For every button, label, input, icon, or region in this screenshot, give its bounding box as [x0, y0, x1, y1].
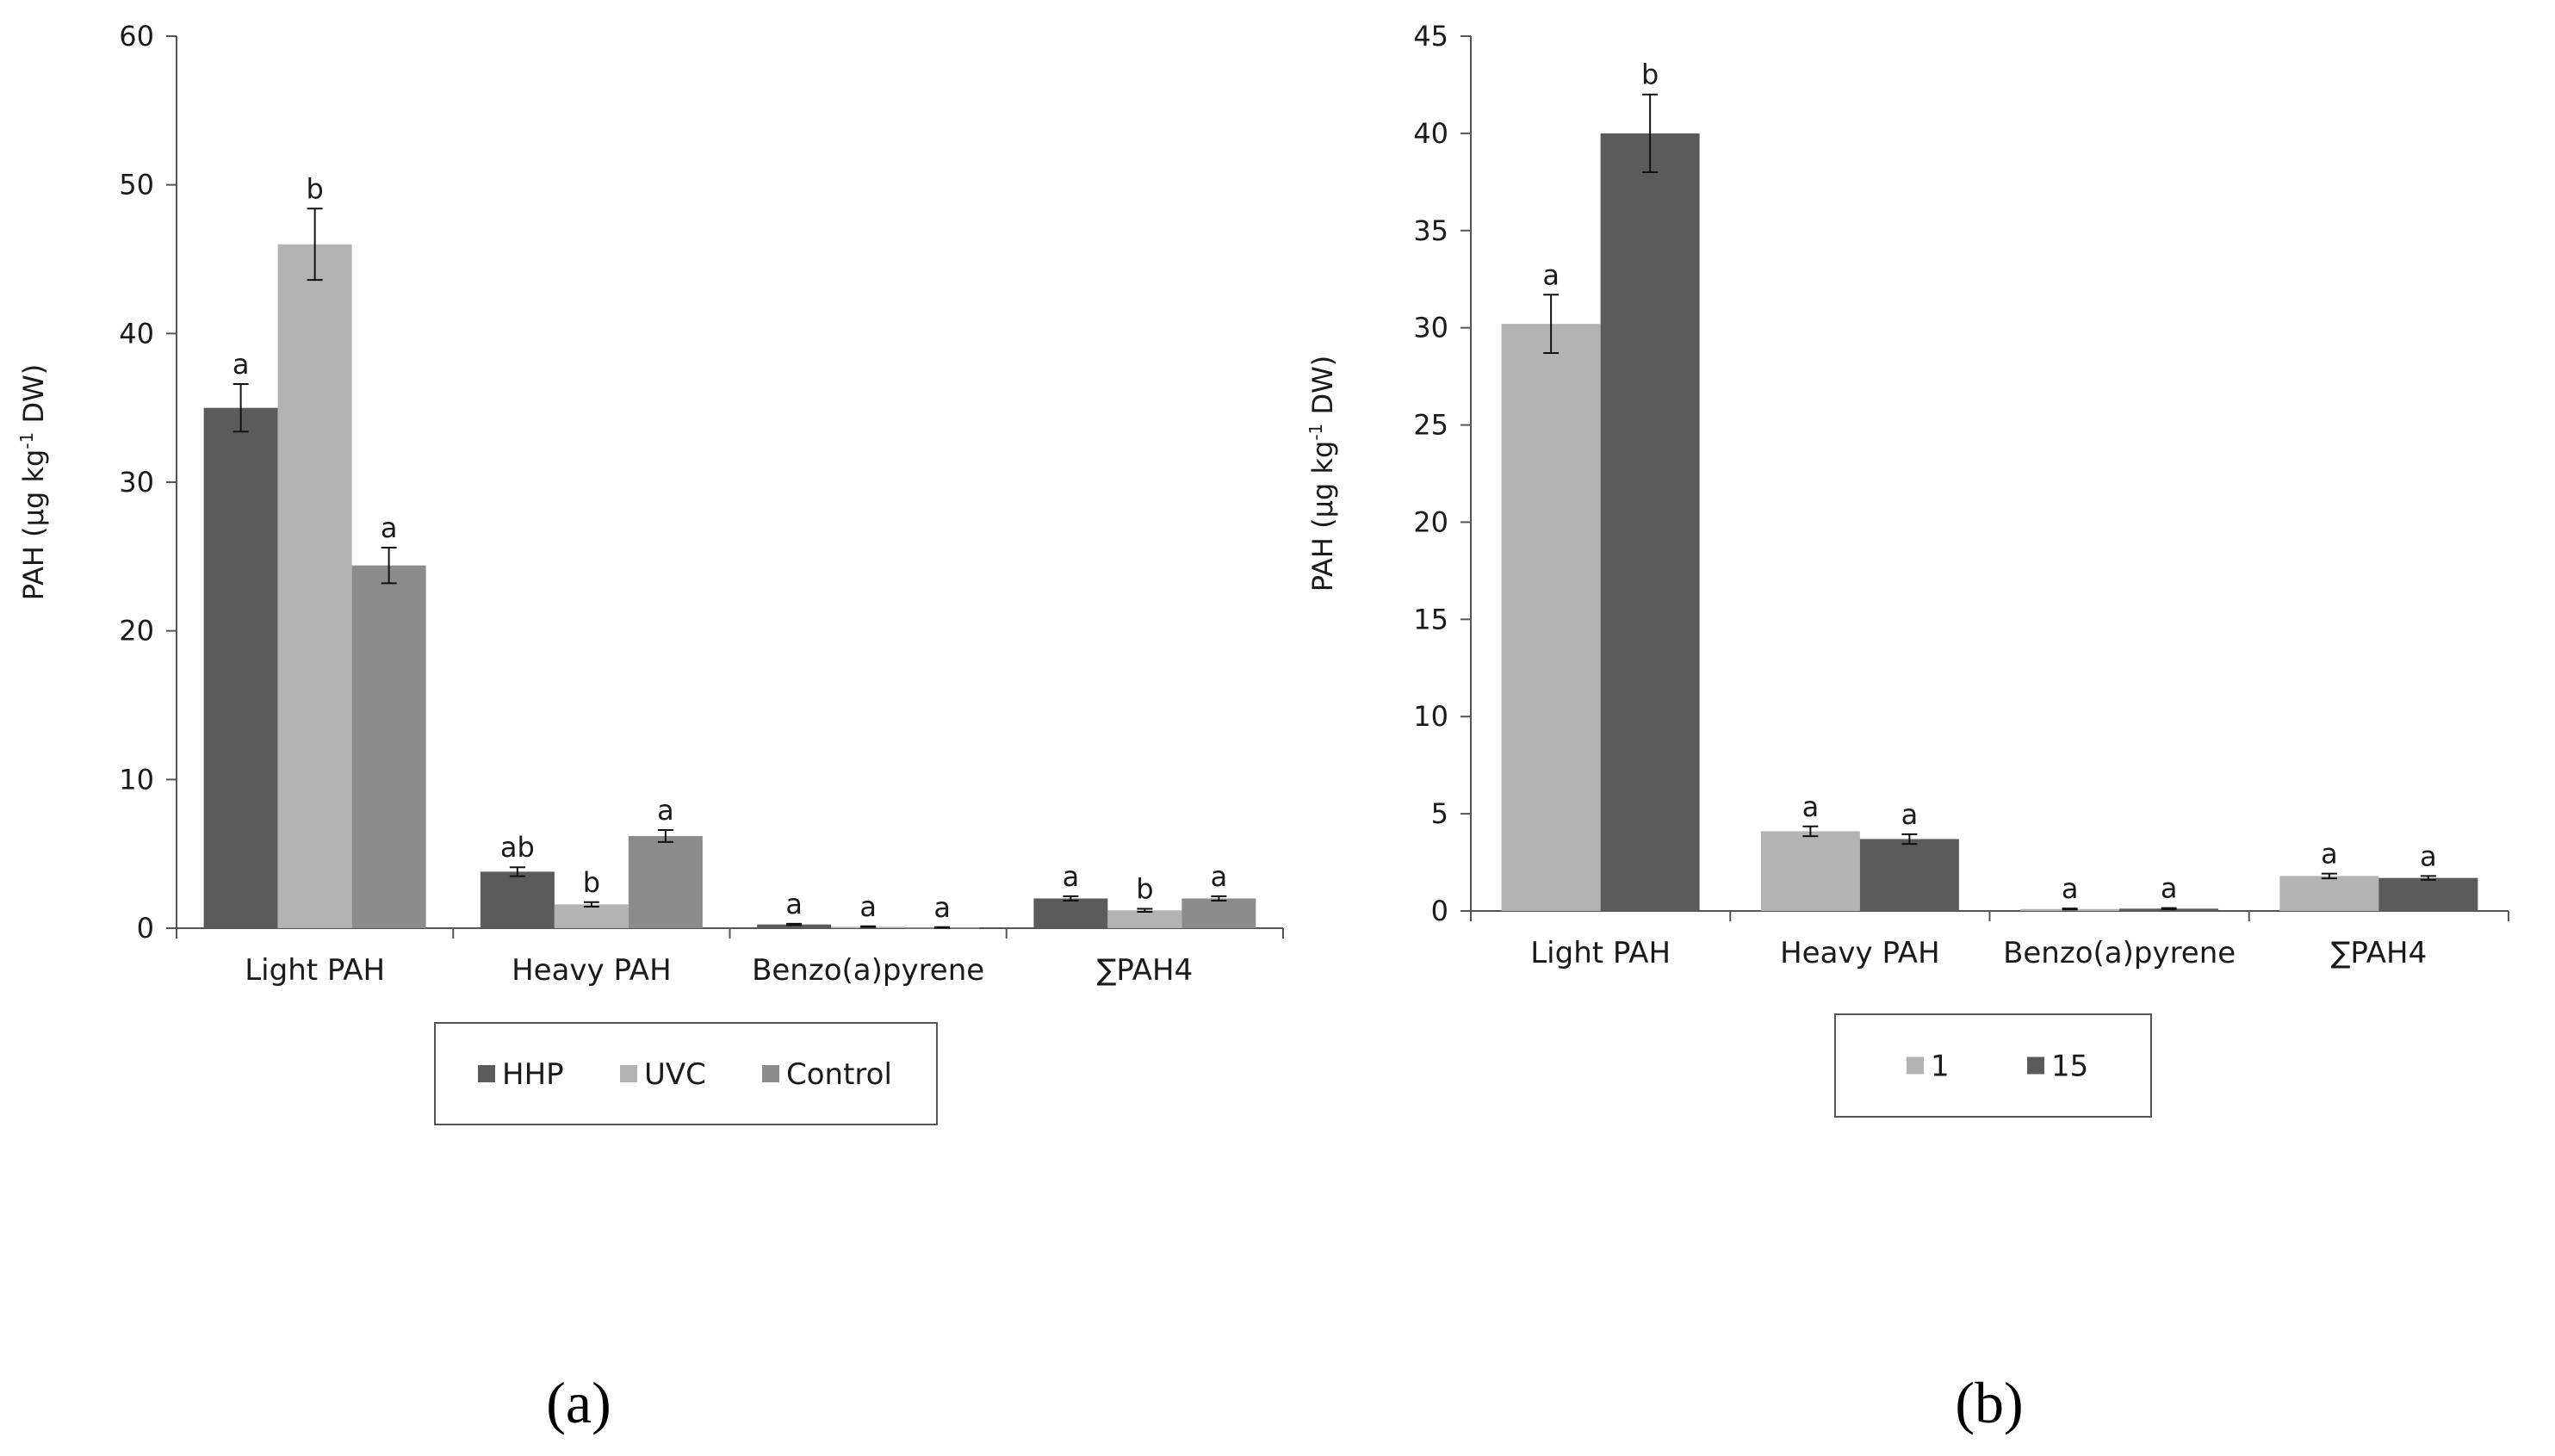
legend-label: UVC [644, 1057, 706, 1092]
legend-swatch-hhp [478, 1065, 495, 1082]
y-axis-title: PAH (µg kg-1 DW) [16, 364, 50, 600]
significance-letter: a [657, 794, 674, 827]
significance-letter: b [1136, 873, 1153, 906]
x-tick-label: ∑PAH4 [1097, 953, 1194, 988]
bar-control [628, 835, 703, 928]
bar-uvc [277, 244, 352, 928]
bar-control [1181, 898, 1256, 928]
legend-label: HHP [502, 1057, 564, 1092]
x-tick-label: Benzo(a)pyrene [752, 953, 984, 988]
legend-label: 1 [1931, 1050, 1950, 1084]
significance-letter: a [859, 890, 877, 923]
bar-15 [2378, 877, 2478, 911]
y-tick-label: 35 [1413, 214, 1448, 247]
x-tick-label: Light PAH [245, 953, 385, 988]
panel-label: (b) [1955, 1370, 2023, 1435]
y-tick-label: 10 [1413, 700, 1448, 733]
y-tick-label: 20 [119, 615, 154, 647]
bar-15 [1600, 133, 1700, 911]
significance-letter: a [233, 348, 250, 381]
significance-letter: a [1542, 258, 1560, 291]
y-tick-label: 0 [1431, 895, 1448, 927]
significance-letter: b [306, 172, 323, 205]
significance-letter: a [2420, 840, 2437, 872]
chart-panel-b: 0 5 10 15 20 25 30 35 40 45 Light PAH Heavy PAH Benz… [1305, 20, 2509, 1435]
chart-panel-a: 0 10 20 30 40 50 60 Light PAH Heavy PAH Benzo(a)p… [16, 20, 1284, 1435]
significance-letter: b [583, 866, 600, 899]
y-tick-label: 5 [1431, 797, 1448, 830]
x-tick-label: ∑PAH4 [2331, 936, 2428, 970]
y-tick-label: 0 [137, 912, 154, 945]
bar-uvc [554, 904, 629, 928]
bar-hhp [480, 871, 555, 928]
significance-letter: a [2321, 838, 2338, 871]
bar-hhp [757, 924, 832, 928]
significance-letter: a [1802, 790, 1820, 823]
bar-1 [1760, 831, 1860, 911]
y-tick-label: 15 [1413, 603, 1448, 635]
bar-15 [1859, 839, 1959, 911]
x-tick-label: Light PAH [1530, 936, 1671, 970]
legend-label: Control [786, 1057, 892, 1092]
bar-1 [2279, 876, 2379, 911]
y-tick-label: 30 [119, 466, 154, 499]
legend-label: 15 [2051, 1050, 2088, 1084]
legend-box [1834, 1013, 2152, 1118]
y-tick-label: 40 [1413, 117, 1448, 150]
significance-letter: a [381, 511, 398, 544]
significance-letter: a [1063, 860, 1080, 893]
bar-control [351, 565, 426, 928]
y-tick-label: 40 [119, 317, 154, 350]
x-tick-label: Benzo(a)pyrene [2003, 936, 2236, 970]
bar-uvc [1107, 910, 1182, 928]
y-axis-title: PAH (µg kg-1 DW) [1305, 356, 1339, 592]
y-tick-label: 25 [1413, 409, 1448, 442]
significance-letter: ab [500, 831, 535, 864]
significance-letter: a [1901, 798, 1919, 831]
legend-swatch-15 [2027, 1056, 2044, 1075]
y-tick-label: 60 [119, 20, 154, 53]
legend-swatch-uvc [620, 1065, 637, 1082]
significance-letter: b [1641, 59, 1659, 91]
y-tick-label: 45 [1413, 20, 1448, 53]
significance-letter: a [785, 888, 803, 920]
significance-letter: a [933, 891, 951, 924]
bar-hhp [203, 407, 278, 929]
significance-letter: a [2062, 872, 2079, 905]
legend-swatch-control [762, 1065, 779, 1082]
bar-hhp [1033, 898, 1108, 928]
y-tick-label: 20 [1413, 505, 1448, 538]
significance-letter: a [2161, 872, 2178, 905]
y-tick-label: 50 [119, 169, 154, 201]
panel-label: (a) [546, 1370, 611, 1435]
x-tick-label: Heavy PAH [1780, 936, 1940, 970]
x-tick-label: Heavy PAH [512, 953, 672, 988]
bar-1 [1501, 324, 1601, 911]
legend-box [434, 1022, 938, 1125]
legend-swatch-1 [1907, 1056, 1924, 1075]
significance-letter: a [1211, 860, 1228, 893]
y-tick-label: 30 [1413, 312, 1448, 344]
y-tick-label: 10 [119, 763, 154, 796]
